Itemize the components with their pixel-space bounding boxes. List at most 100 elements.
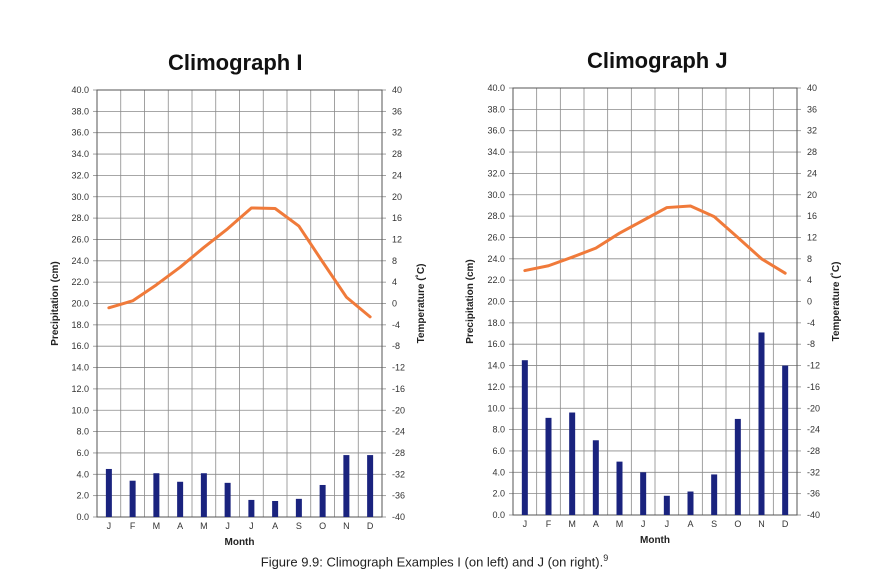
left-tick-label: 30.0 [71,192,89,202]
right-tick-label: 28 [807,147,817,157]
right-tick-label: 12 [392,234,402,244]
left-tick-label: 4.0 [492,467,505,477]
left-tick-label: 22.0 [487,275,505,285]
precipitation-bar [224,482,231,517]
month-tick-label: J [225,521,230,531]
right-tick-label: 32 [392,128,402,138]
precipitation-bar [569,412,576,515]
precipitation-bar [734,418,741,515]
right-tick-label: -16 [392,384,405,394]
precipitation-bar [367,455,374,517]
right-tick-label: 20 [807,190,817,200]
left-tick-label: 32.0 [71,170,89,180]
climograph-svg: Climograph I 0.0 2.0 4.0 6.0 8.0 10.0 12.0 14.0 1… [50,48,842,548]
left-tick-label: 14.0 [71,363,89,373]
left-tick-label: 6.0 [492,446,505,456]
precipitation-bar [758,332,765,515]
left-tick-label: 18.0 [487,318,505,328]
right-tick-label: -20 [807,403,820,413]
left-tick-label: 34.0 [487,147,505,157]
plot-frame [96,89,383,518]
left-tick-label: 2.0 [492,489,505,499]
left-tick-label: 6.0 [76,448,89,458]
month-tick-label: J [523,519,528,529]
precipitation-bar [177,481,184,517]
left-tick-label: 40.0 [487,83,505,93]
month-tick-label: J [665,519,670,529]
month-tick-label: A [177,521,183,531]
left-tick-label: 14.0 [487,361,505,371]
left-tick-label: 36.0 [487,126,505,136]
precipitation-bar [343,455,350,517]
left-tick-label: 8.0 [492,425,505,435]
temperature-line [107,206,372,319]
left-tick-label: 12.0 [487,382,505,392]
right-tick-label: 0 [392,299,397,309]
month-tick-label: M [616,519,624,529]
precipitation-bar [663,495,670,515]
month-tick-label: J [107,521,112,531]
right-tick-label: 36 [392,106,402,116]
left-tick-label: 24.0 [71,256,89,266]
left-tick-label: 16.0 [487,339,505,349]
left-tick-label: 38.0 [487,104,505,114]
right-tick-label: -32 [807,467,820,477]
precipitation-bar [592,440,599,515]
month-tick-label: A [593,519,599,529]
precipitation-bar [153,473,160,517]
month-tick-label: A [272,521,278,531]
precipitation-bar [129,480,136,517]
left-tick-label: 36.0 [71,128,89,138]
precipitation-bar [711,474,718,515]
left-tick-label: 2.0 [76,491,89,501]
temperature-line [523,204,787,275]
left-tick-label: 18.0 [71,320,89,330]
month-tick-label: O [319,521,326,531]
left-tick-label: 20.0 [487,297,505,307]
month-tick-label: M [200,521,208,531]
right-tick-label: -32 [392,469,405,479]
left-tick-label: 24.0 [487,254,505,264]
left-tick-label: 28.0 [71,213,89,223]
right-tick-label: -24 [807,425,820,435]
caption-footnote: 9 [603,553,609,563]
right-tick-label: 12 [807,232,817,242]
y-axis-label-right: Temperature (˚C) [415,264,427,344]
right-tick-label: 8 [392,256,397,266]
climograph-i: Climograph I 0.0 2.0 4.0 6.0 8.0 10.0 12.0 14.0 1… [50,50,427,548]
climograph-j: Climograph J 0.0 2.0 4.0 6.0 8.0 10.0 12.0 14.0 1… [465,48,842,546]
month-tick-label: J [249,521,254,531]
right-tick-label: 20 [392,192,402,202]
precipitation-bar [200,473,207,517]
y-axis-label-right: Temperature (˚C) [830,262,842,342]
month-tick-label: M [153,521,161,531]
month-tick-label: S [296,521,302,531]
precipitation-bar [248,499,255,517]
precipitation-bar [782,365,789,515]
right-tick-label: -36 [807,489,820,499]
right-tick-label: -40 [807,510,820,520]
right-tick-label: -8 [807,339,815,349]
left-tick-label: 10.0 [71,405,89,415]
precipitation-bar [687,491,694,515]
x-axis-label: Month [640,535,670,546]
chart-title: Climograph I [168,50,302,75]
left-tick-label: 8.0 [76,427,89,437]
right-tick-label: -24 [392,427,405,437]
precipitation-bar [295,498,302,517]
left-tick-label: 0.0 [492,510,505,520]
month-tick-label: D [367,521,374,531]
precipitation-bar [105,468,112,517]
left-tick-label: 34.0 [71,149,89,159]
left-tick-label: 10.0 [487,403,505,413]
left-tick-label: 30.0 [487,190,505,200]
right-tick-label: -20 [392,405,405,415]
right-tick-label: -4 [807,318,815,328]
figure-caption: Figure 9.9: Climograph Examples I (on le… [0,553,869,569]
month-tick-label: N [758,519,765,529]
right-tick-label: 16 [392,213,402,223]
right-tick-label: 8 [807,254,812,264]
precipitation-bar [616,461,623,515]
precipitation-bar [272,500,279,517]
right-tick-label: -28 [807,446,820,456]
